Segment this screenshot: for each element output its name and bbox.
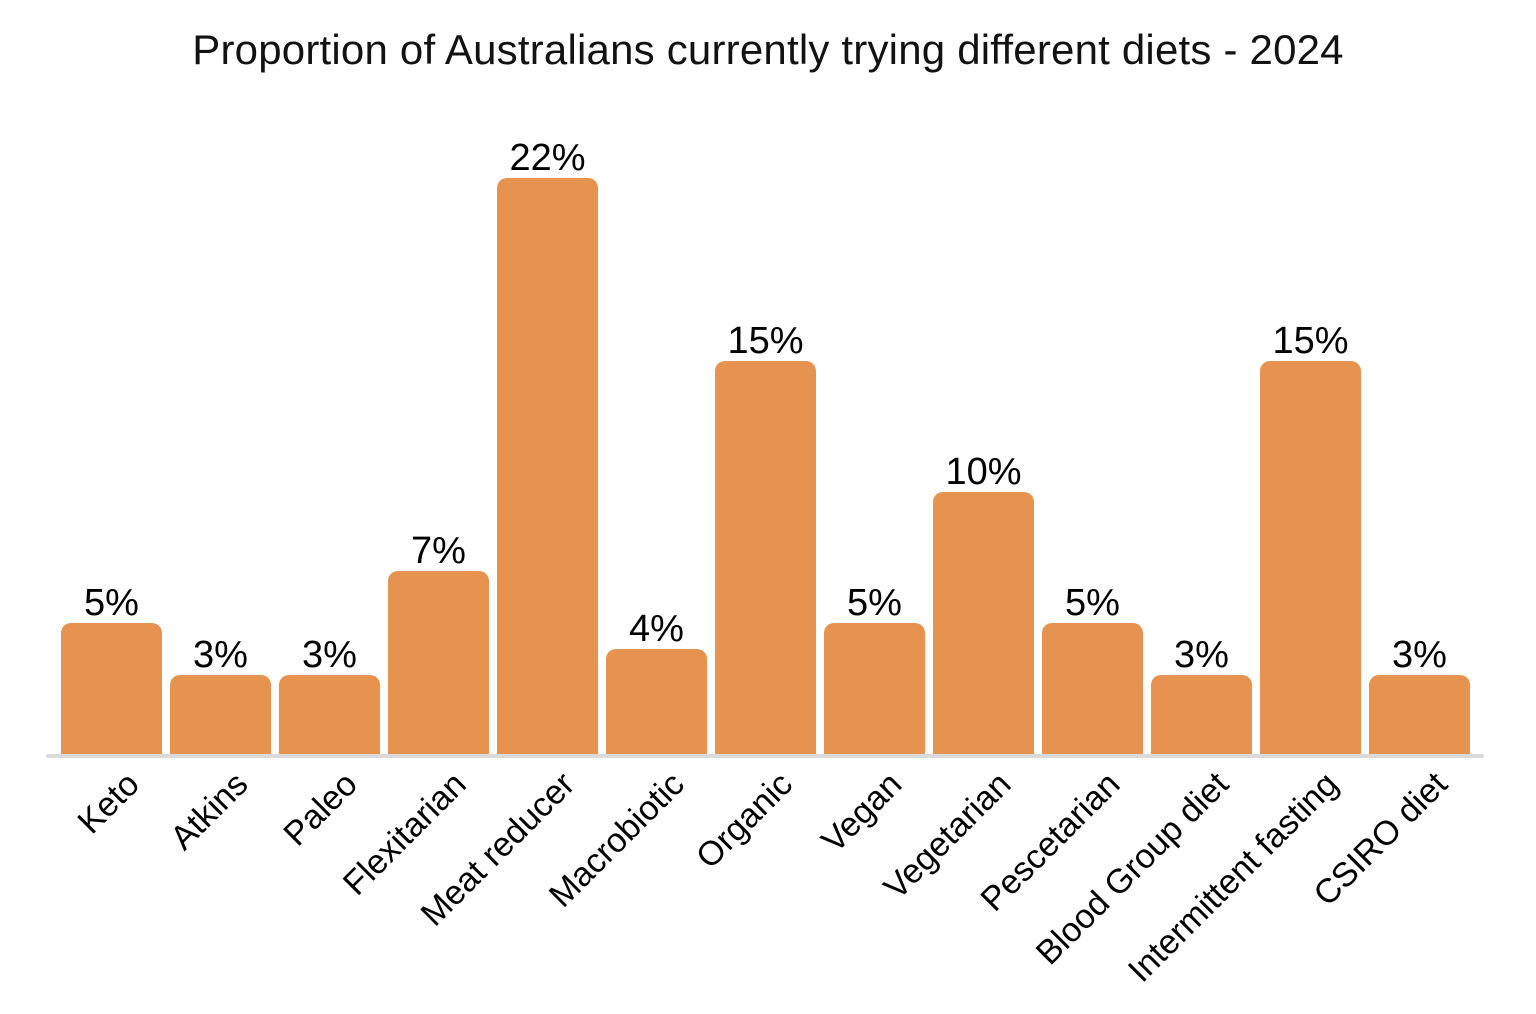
bar [388, 571, 489, 754]
x-axis-label: Atkins [163, 765, 256, 858]
x-axis-label: Keto [70, 765, 147, 842]
bar-value-label: 5% [1065, 582, 1120, 625]
x-axis-label: Blood Group diet [1029, 765, 1237, 973]
bar-value-label: 5% [84, 582, 139, 625]
x-axis-label: Organic [689, 765, 801, 877]
bar-value-label: 3% [193, 634, 248, 677]
bar [715, 361, 816, 754]
bar-value-label: 3% [1174, 634, 1229, 677]
bar [170, 675, 271, 754]
x-axis-label: Paleo [276, 765, 365, 854]
bar-value-label: 15% [727, 320, 804, 363]
bar [1151, 675, 1252, 754]
bar-value-label: 5% [847, 582, 902, 625]
bar [1042, 623, 1143, 754]
bar-value-label: 15% [1272, 320, 1349, 363]
bar-value-label: 4% [629, 608, 684, 651]
bar [1369, 675, 1470, 754]
bar [61, 623, 162, 754]
chart-title: Proportion of Australians currently tryi… [192, 26, 1344, 73]
x-axis-label: Vegan [814, 765, 910, 861]
bar [497, 178, 598, 754]
bar-value-label: 3% [1392, 634, 1447, 677]
x-axis-line [46, 754, 1484, 758]
bar [279, 675, 380, 754]
bar [824, 623, 925, 754]
bar-value-label: 10% [945, 451, 1022, 494]
bar-value-label: 22% [509, 137, 586, 180]
bar [933, 492, 1034, 754]
bar-value-label: 7% [411, 530, 466, 573]
x-axis-label: Intermittent fasting [1120, 765, 1346, 990]
bar [1260, 361, 1361, 754]
bar [606, 649, 707, 754]
bar-value-label: 3% [302, 634, 357, 677]
